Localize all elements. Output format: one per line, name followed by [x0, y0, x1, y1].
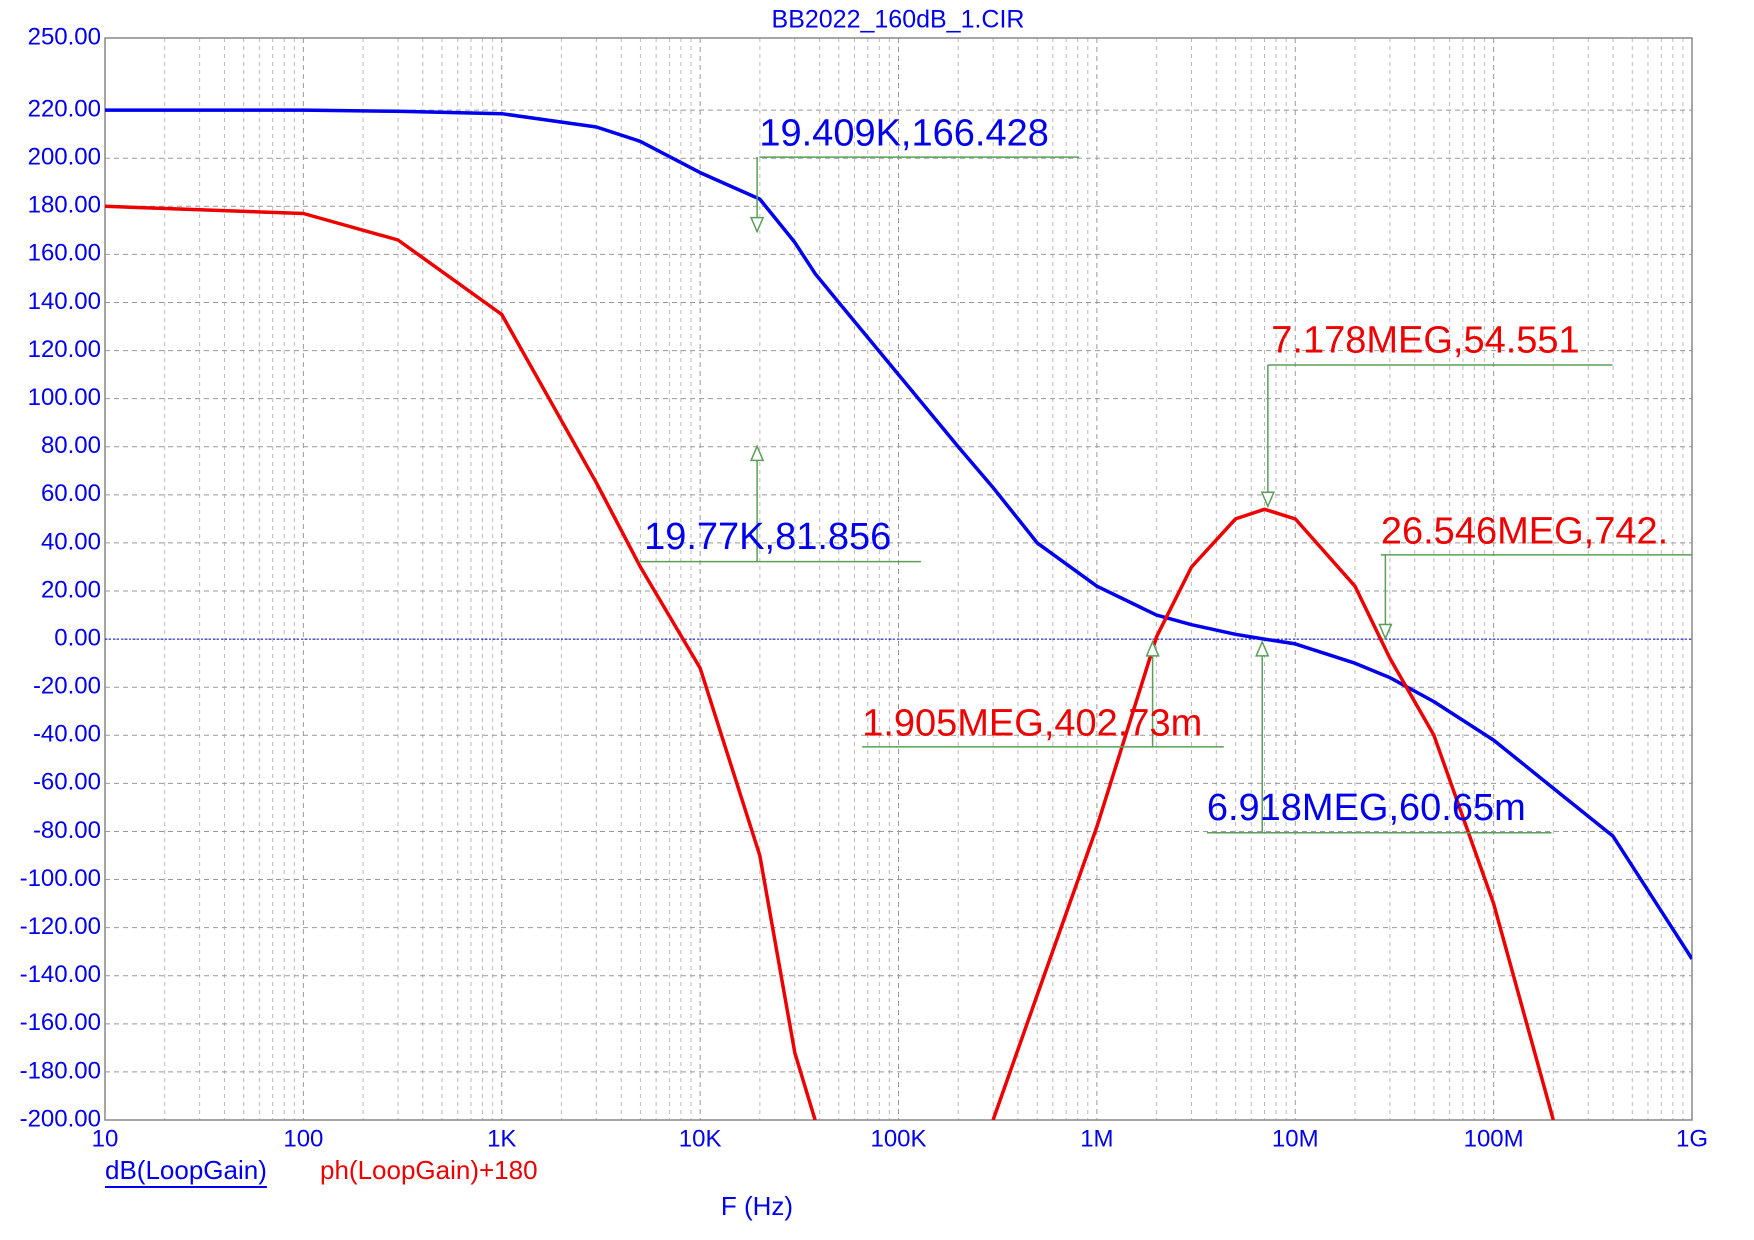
- annotation-label: 19.77K,81.856: [644, 516, 891, 558]
- x-tick-label: 1G: [1676, 1125, 1708, 1152]
- y-tick-label: -200.00: [20, 1105, 101, 1132]
- x-tick-label: 10M: [1272, 1125, 1319, 1152]
- y-tick-label: -180.00: [20, 1057, 101, 1084]
- x-tick-label: 100M: [1464, 1125, 1524, 1152]
- annotation-arrow: [749, 216, 765, 234]
- annotation-arrow: [1145, 639, 1160, 657]
- x-tick-label: 1K: [487, 1125, 516, 1152]
- x-tick-label: 10K: [679, 1125, 722, 1152]
- y-tick-label: 40.00: [41, 528, 101, 555]
- annotation-arrow: [1260, 491, 1275, 509]
- legend-entry: ph(LoopGain)+180: [320, 1155, 538, 1185]
- y-tick-label: -100.00: [20, 865, 101, 892]
- y-tick-label: -140.00: [20, 961, 101, 988]
- annotation-label: 6.918MEG,60.65m: [1207, 787, 1526, 829]
- chart-title: BB2022_160dB_1.CIR: [772, 6, 1025, 34]
- y-tick-label: 120.00: [28, 336, 101, 363]
- y-tick-label: 20.00: [41, 576, 101, 603]
- y-tick-label: 180.00: [28, 192, 101, 219]
- y-tick-label: 0.00: [54, 624, 101, 651]
- x-axis-label: F (Hz): [721, 1191, 793, 1221]
- x-tick-label: 1M: [1080, 1125, 1113, 1152]
- y-tick-label: 140.00: [28, 288, 101, 315]
- plot-area: [105, 108, 1692, 1120]
- y-tick-label: -120.00: [20, 913, 101, 940]
- y-tick-label: -60.00: [33, 769, 101, 796]
- annotation-arrow: [1255, 639, 1270, 657]
- y-tick-label: 220.00: [28, 95, 101, 122]
- legend-entry: dB(LoopGain): [105, 1155, 267, 1185]
- annotation-arrow: [1378, 623, 1393, 641]
- annotation-label: 1.905MEG,402.73m: [862, 702, 1202, 744]
- y-tick-label: -20.00: [33, 673, 101, 700]
- x-tick-label: 10: [92, 1125, 119, 1152]
- y-tick-label: 100.00: [28, 384, 101, 411]
- y-tick-label: 80.00: [41, 432, 101, 459]
- y-tick-label: -40.00: [33, 721, 101, 748]
- y-tick-label: -160.00: [20, 1009, 101, 1036]
- y-tick-label: 200.00: [28, 144, 101, 171]
- annotation-label: 19.409K,166.428: [759, 113, 1049, 155]
- annotation-arrow: [749, 444, 765, 462]
- x-tick-label: 100K: [870, 1125, 926, 1152]
- x-tick-label: 100: [283, 1125, 323, 1152]
- series-line: [105, 204, 1555, 1120]
- plot-frame: [104, 37, 1693, 1121]
- annotation-label: 26.546MEG,742.: [1381, 510, 1668, 552]
- y-tick-label: 60.00: [41, 480, 101, 507]
- y-tick-label: -80.00: [33, 817, 101, 844]
- series-line: [105, 108, 1692, 960]
- y-tick-label: 250.00: [28, 23, 101, 50]
- y-tick-label: 160.00: [28, 240, 101, 267]
- annotation-label: 7.178MEG,54.551: [1271, 319, 1579, 361]
